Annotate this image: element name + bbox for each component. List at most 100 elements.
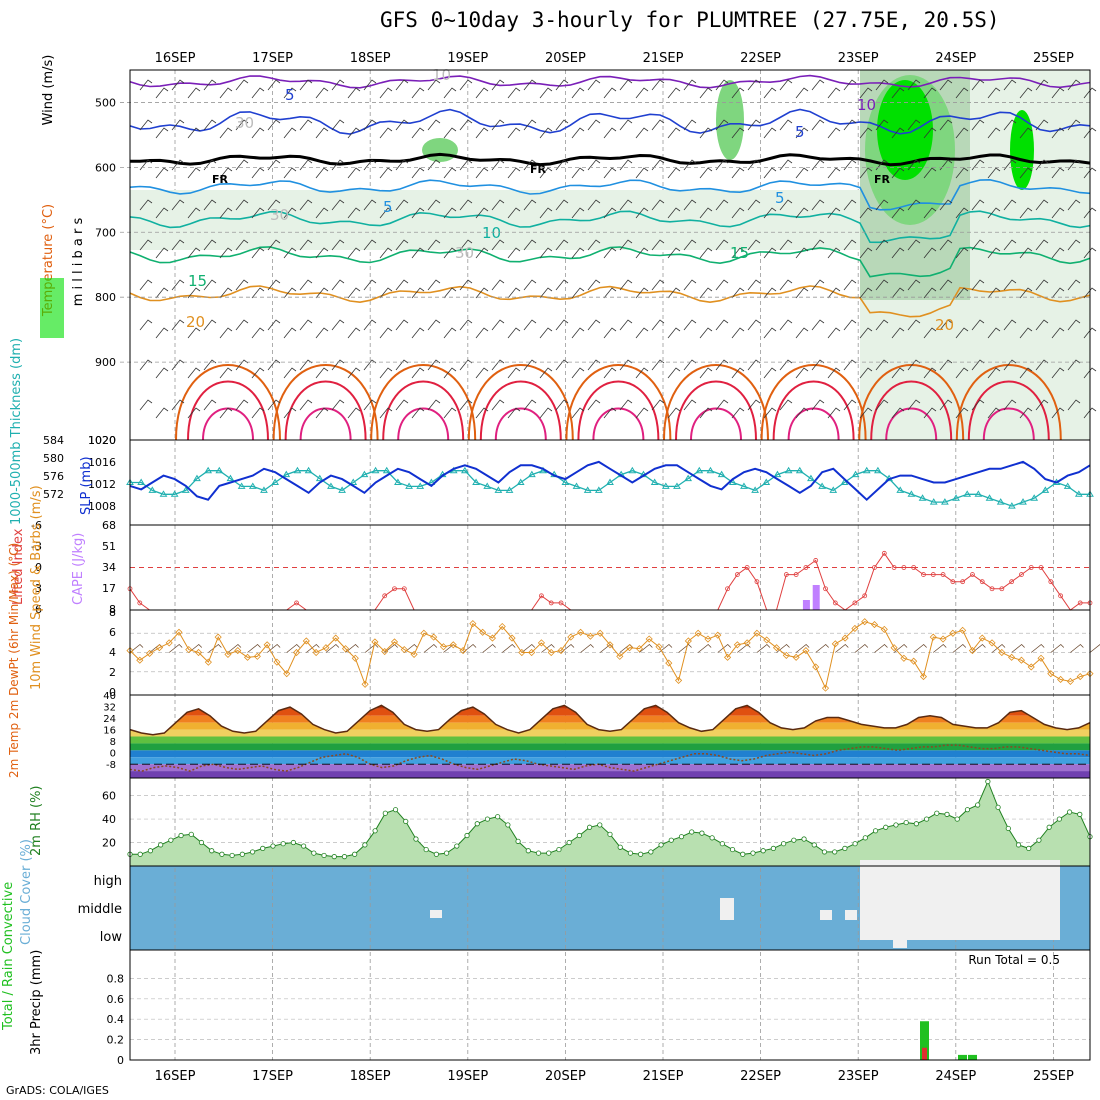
wind-barb bbox=[331, 199, 345, 211]
wind-barb bbox=[227, 643, 242, 653]
wind-barb bbox=[331, 79, 345, 91]
wind-barb bbox=[423, 643, 438, 653]
thickness-point bbox=[818, 482, 826, 489]
isotherm-line bbox=[175, 364, 281, 441]
rh-2m-point bbox=[607, 831, 613, 837]
wind-barb bbox=[1067, 359, 1081, 371]
wind-barb bbox=[427, 399, 441, 411]
wind-barb bbox=[667, 327, 681, 339]
wind-barb bbox=[299, 319, 313, 331]
wind-barb bbox=[507, 327, 521, 339]
wind-barb bbox=[737, 643, 751, 653]
thickness-tick-label: 584 bbox=[43, 434, 64, 447]
isotherm-line bbox=[397, 407, 450, 441]
wind-barb bbox=[971, 199, 985, 211]
thickness-point bbox=[941, 498, 949, 505]
wind-speed-point bbox=[988, 639, 996, 647]
wind-barb bbox=[1019, 127, 1033, 139]
rh-2m-point bbox=[495, 814, 501, 820]
wind-speed-point bbox=[224, 650, 232, 658]
wind-barb bbox=[379, 87, 393, 99]
wind-barb bbox=[475, 287, 489, 299]
wind-barb bbox=[171, 119, 185, 131]
wind-barb bbox=[667, 287, 681, 299]
wind-barb bbox=[459, 359, 473, 371]
wind-barb bbox=[699, 87, 713, 99]
temp-tick-label: 16 bbox=[103, 726, 116, 737]
wind-barb bbox=[795, 167, 809, 179]
thickness-point bbox=[1019, 498, 1027, 505]
slp-labels: SLP (mb) bbox=[79, 456, 94, 515]
isotherm-label: FR bbox=[212, 173, 229, 186]
thickness-point bbox=[405, 482, 413, 489]
wind-speed-point bbox=[253, 652, 261, 660]
wind-barb bbox=[331, 359, 345, 371]
wind-barb bbox=[1089, 643, 1100, 653]
wind-barb bbox=[603, 167, 617, 179]
wind-barb bbox=[763, 367, 777, 379]
wind-barb bbox=[715, 159, 729, 171]
wind-barb bbox=[555, 119, 569, 131]
wind-barb bbox=[283, 87, 297, 99]
wind-barb bbox=[1035, 119, 1049, 131]
wind-barb bbox=[763, 327, 777, 339]
wind-barb bbox=[219, 167, 233, 179]
wind-barb bbox=[971, 319, 985, 331]
wind-barb bbox=[859, 87, 873, 99]
wind-barb bbox=[923, 287, 937, 299]
wind-barb bbox=[587, 159, 601, 171]
isotherm-line bbox=[690, 407, 742, 441]
lifted-index-point bbox=[382, 593, 388, 599]
wind-barb bbox=[347, 287, 361, 299]
wind-barb bbox=[955, 367, 969, 379]
rh-2m-point bbox=[137, 851, 143, 857]
rh-2m-point bbox=[219, 851, 225, 857]
wind-barb bbox=[619, 319, 633, 331]
thickness-point bbox=[751, 486, 759, 493]
thickness-point bbox=[784, 466, 793, 474]
wind-barb bbox=[639, 643, 653, 653]
bottom-date-label: 20SEP bbox=[545, 1069, 586, 1084]
wind-barb bbox=[235, 199, 249, 211]
isotherm-label: 10 bbox=[482, 224, 501, 242]
wind-barb bbox=[539, 247, 553, 259]
wind-barb bbox=[717, 643, 732, 653]
isotherm-line bbox=[955, 364, 1062, 441]
wind-barb bbox=[459, 79, 473, 91]
rh-2m-point bbox=[729, 846, 736, 853]
wind-barb bbox=[555, 239, 569, 251]
rh-2m-point bbox=[719, 841, 725, 847]
wind-barb bbox=[779, 79, 793, 91]
wind-barb bbox=[187, 207, 201, 219]
isotherm-line bbox=[858, 364, 965, 441]
rh-2m-point bbox=[1026, 845, 1032, 852]
wind-barb bbox=[891, 247, 905, 259]
wind-barb bbox=[235, 159, 249, 171]
wind-barb bbox=[1051, 207, 1065, 219]
wind-barb bbox=[1035, 199, 1049, 211]
wind-barb bbox=[139, 239, 153, 251]
temp-color-band bbox=[130, 722, 1090, 730]
wind-barb bbox=[345, 643, 359, 653]
wind-barb bbox=[635, 367, 649, 379]
thickness-point bbox=[606, 478, 614, 485]
wind-barb bbox=[379, 287, 393, 299]
wind-barb bbox=[1067, 319, 1081, 331]
wind-barb bbox=[697, 643, 712, 653]
wind-speed-point bbox=[146, 649, 154, 658]
wind-barb bbox=[501, 643, 516, 653]
isotherm-line bbox=[577, 380, 660, 441]
lifted-index-point bbox=[558, 600, 564, 606]
wind-barb bbox=[427, 79, 441, 91]
wind-barb bbox=[923, 87, 937, 99]
wind-barb bbox=[395, 239, 409, 251]
wind-barb bbox=[811, 319, 825, 331]
wind-barb bbox=[379, 407, 393, 419]
wind-barb bbox=[955, 207, 969, 219]
wind-speed-point bbox=[283, 670, 291, 678]
wind-barb bbox=[955, 127, 969, 139]
wind-barb bbox=[251, 247, 265, 259]
wind-barb bbox=[475, 167, 489, 179]
wind-barb bbox=[875, 399, 889, 411]
